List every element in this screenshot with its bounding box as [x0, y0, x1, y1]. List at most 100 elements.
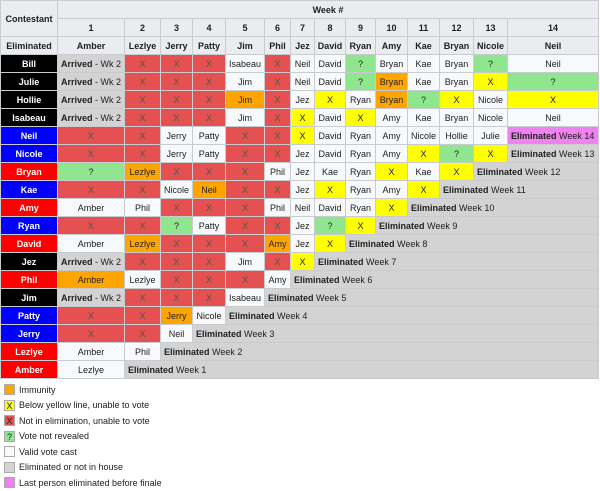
vote-cell: X [264, 108, 291, 127]
legend-label: Last person eliminated before finale [19, 477, 162, 488]
vote-cell: X [225, 162, 265, 181]
vote-cell: X [225, 180, 265, 199]
vote-cell: Amy [375, 108, 408, 127]
vote-cell: X [345, 108, 376, 127]
contestant-name: Lezlye [0, 342, 58, 361]
vote-cell: X [192, 270, 226, 289]
evicted-week-1: Amber [57, 36, 125, 55]
vote-cell: X [160, 162, 193, 181]
contestant-header: Contestant [0, 0, 58, 37]
vote-cell: Bryan [439, 108, 474, 127]
vote-cell: X [124, 108, 161, 127]
week-number-8: 8 [314, 18, 346, 37]
evicted-week-13: Nicole [473, 36, 508, 55]
vote-cell: Neil [507, 108, 599, 127]
vote-cell: Jez [290, 90, 315, 109]
vote-cell: X [160, 270, 193, 289]
contestant-name: Patty [0, 306, 58, 325]
vote-cell: Jez [290, 216, 315, 235]
vote-cell: Jerry [160, 144, 193, 163]
legend-item: Valid vote cast [0, 444, 600, 460]
table-body: Bill Arrived - Wk 2 X X X Isabeau X Neil David? B… [0, 54, 599, 379]
vote-cell: X [124, 126, 161, 145]
vote-cell: X [160, 234, 193, 253]
legend-swatch-violet [4, 477, 15, 489]
vote-cell: X [57, 144, 125, 163]
contestant-name: Kae [0, 180, 58, 199]
table-row: Jerry X X Neil Eliminated Week 3 [0, 324, 599, 343]
eliminated-cell: Eliminated Week 6 [290, 270, 599, 289]
vote-cell: X [375, 198, 408, 217]
vote-cell: X [264, 126, 291, 145]
week-header: Week # [57, 0, 599, 19]
legend-item: X Below yellow line, unable to vote [0, 398, 600, 414]
legend-label: Immunity [19, 384, 56, 395]
vote-cell: Nicole [407, 126, 440, 145]
eliminated-cell: Eliminated Week 9 [375, 216, 599, 235]
contestant-name: Ryan [0, 216, 58, 235]
evicted-week-3: Jerry [160, 36, 193, 55]
week-number-3: 3 [160, 18, 193, 37]
vote-cell: Ryan [345, 162, 376, 181]
vote-cell: X [192, 162, 226, 181]
contestant-name: Amy [0, 198, 58, 217]
vote-cell: Amy [375, 126, 408, 145]
week-number-7: 7 [290, 18, 315, 37]
vote-cell: ? [345, 72, 376, 91]
vote-cell: X [439, 90, 474, 109]
vote-cell: Jez [290, 180, 315, 199]
eliminated-cell: Eliminated Week 5 [264, 288, 599, 307]
vote-cell: Lezlye [124, 162, 161, 181]
vote-cell: Bryan [375, 90, 408, 109]
vote-cell: ? [314, 216, 346, 235]
vote-cell: X [160, 54, 193, 73]
vote-cell: Neil [192, 180, 226, 199]
vote-cell: X [264, 144, 291, 163]
vote-cell: Amber [57, 198, 125, 217]
legend-label: Not in elimination, unable to vote [19, 415, 150, 426]
table-row: Bill Arrived - Wk 2 X X X Isabeau X Neil David? B… [0, 54, 599, 73]
vote-cell: ? [345, 54, 376, 73]
vote-cell: Amber [57, 342, 125, 361]
legend-swatch-gray [4, 461, 15, 473]
evicted-week-7: Jez [290, 36, 315, 55]
vote-cell: X [264, 180, 291, 199]
eliminated-cell: Eliminated Week 3 [192, 324, 599, 343]
vote-cell: ? [160, 216, 193, 235]
vote-cell: David [314, 54, 346, 73]
vote-cell: Jerry [160, 126, 193, 145]
vote-cell: Julie [473, 126, 508, 145]
table-row: Patty X X Jerry Nicole Eliminated Week 4 [0, 306, 599, 325]
vote-cell: X [160, 108, 193, 127]
vote-cell: Bryan [375, 54, 408, 73]
week-number-13: 13 [473, 18, 508, 37]
vote-cell: X [225, 126, 265, 145]
vote-cell: X [225, 198, 265, 217]
vote-cell: Ryan [345, 90, 376, 109]
vote-cell: Kae [407, 108, 440, 127]
vote-cell: Bryan [439, 54, 474, 73]
eliminated-cell: Eliminated Week 7 [314, 252, 599, 271]
legend: Immunity X Below yellow line, unable to vo… [0, 382, 600, 491]
evicted-week-2: Lezlye [124, 36, 161, 55]
vote-cell: Ryan [345, 126, 376, 145]
legend-label: Vote not revealed [19, 431, 90, 442]
vote-cell: Neil [290, 54, 315, 73]
vote-cell: Lezlye [124, 234, 161, 253]
evicted-week-8: David [314, 36, 346, 55]
vote-cell: Patty [192, 144, 226, 163]
legend-item: ? Vote not revealed [0, 429, 600, 445]
week-number-5: 5 [225, 18, 265, 37]
table-row: Jim Arrived - Wk 2 X X X Isabeau Eliminated We… [0, 288, 599, 307]
vote-cell: David [314, 144, 346, 163]
vote-cell: ? [473, 54, 508, 73]
vote-cell: Arrived - Wk 2 [57, 288, 125, 307]
vote-cell: X [473, 72, 508, 91]
vote-cell: X [264, 54, 291, 73]
vote-cell: Nicole [160, 180, 193, 199]
vote-cell: Kae [407, 162, 440, 181]
evicted-week-5: Jim [225, 36, 265, 55]
vote-cell: Phil [124, 342, 161, 361]
vote-cell: X [124, 180, 161, 199]
table-row: Jez Arrived - Wk 2 X X X Jim X X Eliminated Week… [0, 252, 599, 271]
